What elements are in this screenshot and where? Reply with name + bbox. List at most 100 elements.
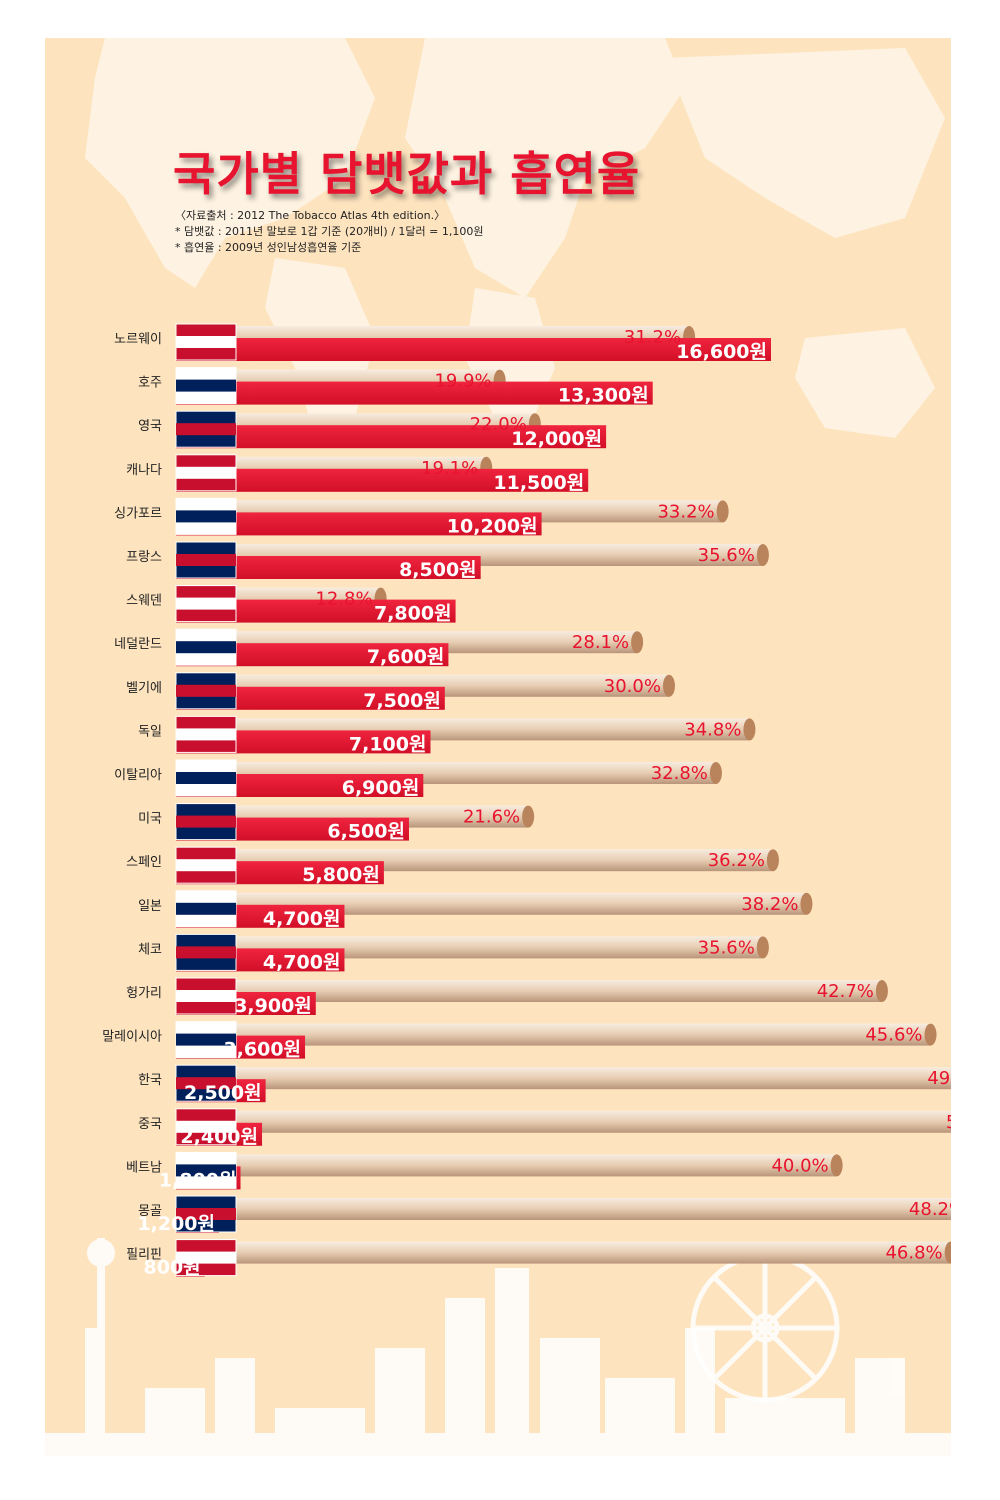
cigarette-tip <box>924 1023 937 1046</box>
korea-flag <box>175 1064 237 1102</box>
price-label: 3,600원 <box>223 1039 301 1061</box>
country-label: 싱가포르 <box>114 506 162 521</box>
smoking-rate-label: 36.2% <box>708 850 765 871</box>
price-label: 7,600원 <box>367 646 445 668</box>
cigarette-tip <box>875 980 888 1002</box>
cigarette-tip <box>709 762 722 784</box>
country-label: 미국 <box>138 812 162 827</box>
smoking-rate-label: 33.2% <box>657 501 714 522</box>
canada-flag <box>175 454 237 492</box>
price-label: 3,900원 <box>234 995 312 1017</box>
smoking-rate-bar <box>176 1241 951 1264</box>
smoking-rate-bar <box>176 1023 931 1046</box>
smoking-rate-note: * 흡연율 : 2009년 성인남성흡연율 기준 <box>175 241 362 254</box>
usa-flag <box>175 803 237 841</box>
cigarette-tip <box>766 849 779 872</box>
smoking-rate-label: 32.8% <box>651 763 708 784</box>
price-bar <box>176 425 607 449</box>
chart-row: 일본 38.2% 4,700원 <box>138 890 813 930</box>
china-flag <box>175 1108 237 1146</box>
country-label: 스웨덴 <box>126 594 162 609</box>
country-label: 프랑스 <box>126 550 162 565</box>
germany-flag <box>175 715 237 753</box>
price-label: 6,500원 <box>327 821 405 843</box>
country-label: 중국 <box>138 1117 162 1132</box>
smoking-rate-label: 19.9% <box>434 371 491 392</box>
smoking-rate-label: 21.6% <box>463 807 520 828</box>
hungary-flag <box>175 977 237 1015</box>
price-label: 12,000원 <box>511 428 602 450</box>
cigarette-tip <box>716 500 729 523</box>
cigarette-tip <box>756 936 769 959</box>
chart-row: 싱가포르 33.2% 10,200원 <box>114 497 729 537</box>
price-bar <box>176 599 456 623</box>
country-label: 노르웨이 <box>114 332 162 347</box>
price-label: 16,600원 <box>676 341 767 363</box>
price-label: 1,200원 <box>137 1213 215 1235</box>
chart-row: 베트남 40.0% 1,800원 <box>126 1151 843 1191</box>
price-bar <box>176 686 445 710</box>
country-label: 말레이시아 <box>102 1030 162 1045</box>
price-label: 7,100원 <box>349 733 427 755</box>
country-label: 체코 <box>138 942 162 957</box>
city-skyline-silhouette <box>45 1238 951 1456</box>
smoking-rate-label: 22.0% <box>470 414 527 435</box>
chart-row: 영국 22.0%12,000원 <box>138 410 607 450</box>
price-label: 4,700원 <box>263 951 341 973</box>
smoking-rate-label: 42.7% <box>817 981 874 1002</box>
price-bar <box>176 556 481 579</box>
country-label: 이탈리아 <box>114 768 162 783</box>
smoking-rate-bar <box>176 1067 951 1090</box>
price-label: 7,800원 <box>374 603 452 625</box>
chart-row: 이탈리아 32.8% 6,900원 <box>114 759 722 799</box>
smoking-rate-label: 38.2% <box>741 894 798 915</box>
smoking-rate-label: 46.8% <box>885 1243 942 1264</box>
country-label: 몽골 <box>138 1204 162 1219</box>
smoking-rate-label: 31.2% <box>624 327 681 348</box>
smoking-rate-label: 50.4% <box>946 1112 951 1133</box>
price-label: 13,300원 <box>558 385 649 407</box>
smoking-rate-bar <box>176 1110 951 1133</box>
price-bar <box>176 643 449 667</box>
price-bar <box>176 381 653 405</box>
country-label: 일본 <box>138 899 162 914</box>
smoking-rate-label: 19.1% <box>421 458 478 479</box>
price-label: 7,500원 <box>363 690 441 712</box>
price-label: 8,500원 <box>399 559 477 581</box>
cigarette-tip <box>830 1154 843 1177</box>
price-label: 6,900원 <box>342 777 420 799</box>
country-label: 독일 <box>138 724 162 739</box>
smoking-rate-label: 35.6% <box>698 937 755 958</box>
chart-row: 독일 34.8% 7,100원 <box>138 715 756 755</box>
country-label: 스페인 <box>126 855 162 870</box>
chart-row: 필리핀 46.8% 800원 <box>126 1239 951 1279</box>
cigarette-tip <box>800 892 813 915</box>
chart-row: 한국 49.3% 2,500원 <box>138 1064 951 1104</box>
country-label: 네덜란드 <box>114 637 162 652</box>
chart-row: 헝가리 42.7% 3,900원 <box>126 977 888 1017</box>
smoking-rate-label: 28.1% <box>572 632 629 653</box>
price-label: 2,500원 <box>184 1082 262 1104</box>
price-label: 4,700원 <box>263 908 341 930</box>
smoking-rate-label: 30.0% <box>604 676 661 697</box>
country-label: 필리핀 <box>126 1248 162 1263</box>
norway-flag <box>175 323 237 361</box>
country-label: 한국 <box>138 1073 162 1088</box>
price-bar <box>176 338 771 361</box>
chart-row: 중국 50.4% 2,400원 <box>138 1108 951 1148</box>
price-note: * 담뱃값 : 2011년 말보로 1갑 기준 (20개비) / 1달러 = 1… <box>175 225 484 238</box>
country-label: 벨기에 <box>126 681 162 696</box>
smoking-rate-bar <box>176 980 882 1002</box>
chart-row: 체코 35.6% 4,700원 <box>138 933 769 973</box>
spain-flag <box>175 846 237 884</box>
poster-background: 국가별 담뱃값과 흡연율 〈자료출처 : 2012 The Tobacco At… <box>45 38 951 1456</box>
italy-flag <box>175 759 237 797</box>
cigarette-tip <box>522 805 535 828</box>
page-title: 국가별 담뱃값과 흡연율 <box>173 147 641 201</box>
price-label: 800원 <box>144 1257 201 1279</box>
uk-flag <box>175 410 237 448</box>
singapore-flag <box>175 497 237 535</box>
smoking-rate-label: 35.6% <box>698 545 755 566</box>
smoking-rate-label: 49.3% <box>927 1068 951 1089</box>
mongolia-flag <box>175 1195 237 1233</box>
